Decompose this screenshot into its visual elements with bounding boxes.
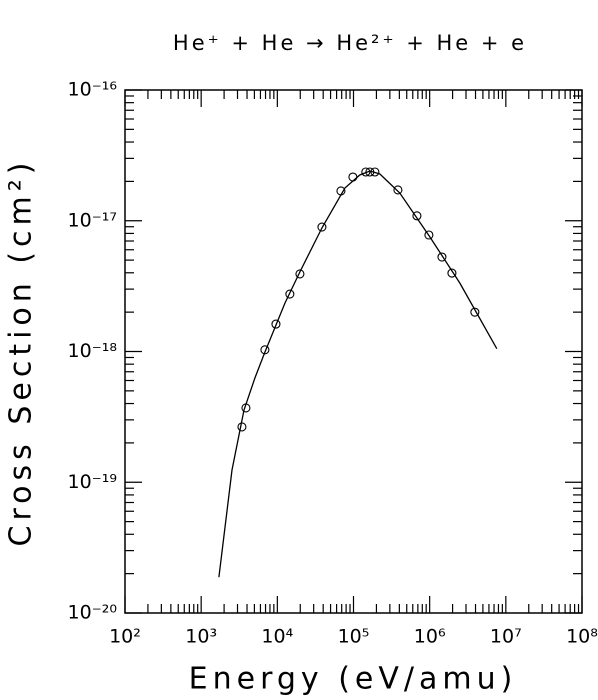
x-tick-label: 10⁵ (338, 626, 370, 648)
data-point (424, 230, 434, 240)
data-point (470, 307, 480, 317)
data-point (260, 345, 270, 355)
plot-frame (124, 89, 583, 614)
x-tick-label: 10⁴ (261, 626, 293, 648)
data-point (370, 167, 380, 177)
data-point (361, 167, 371, 177)
fit-curve (218, 170, 498, 578)
data-point (348, 172, 358, 182)
x-tick-label: 10⁶ (414, 626, 446, 648)
data-point (285, 289, 295, 299)
x-axis-label: Energy (eV/amu) (189, 662, 518, 697)
data-point (241, 403, 251, 413)
y-tick-label: 10⁻¹⁹ (68, 471, 117, 493)
data-point (271, 319, 281, 329)
chart-title: He⁺ + He → He²⁺ + He + e (173, 31, 527, 55)
data-point (437, 252, 447, 262)
data-point (336, 186, 346, 196)
data-point (237, 422, 247, 432)
data-point (295, 269, 305, 279)
y-tick-label: 10⁻¹⁸ (68, 340, 117, 362)
data-point (393, 185, 403, 195)
y-axis-label: Cross Section (cm²) (4, 158, 39, 547)
x-tick-label: 10⁸ (566, 626, 598, 648)
data-point (317, 222, 327, 232)
x-tick-label: 10² (109, 626, 141, 648)
y-tick-label: 10⁻¹⁷ (68, 209, 117, 231)
data-point (412, 211, 422, 221)
y-tick-label: 10⁻²⁰ (68, 602, 117, 624)
x-tick-label: 10⁷ (490, 626, 522, 648)
x-tick-label: 10³ (185, 626, 217, 648)
data-point (447, 268, 457, 278)
data-point (365, 167, 375, 177)
y-tick-label: 10⁻¹⁶ (68, 79, 117, 101)
